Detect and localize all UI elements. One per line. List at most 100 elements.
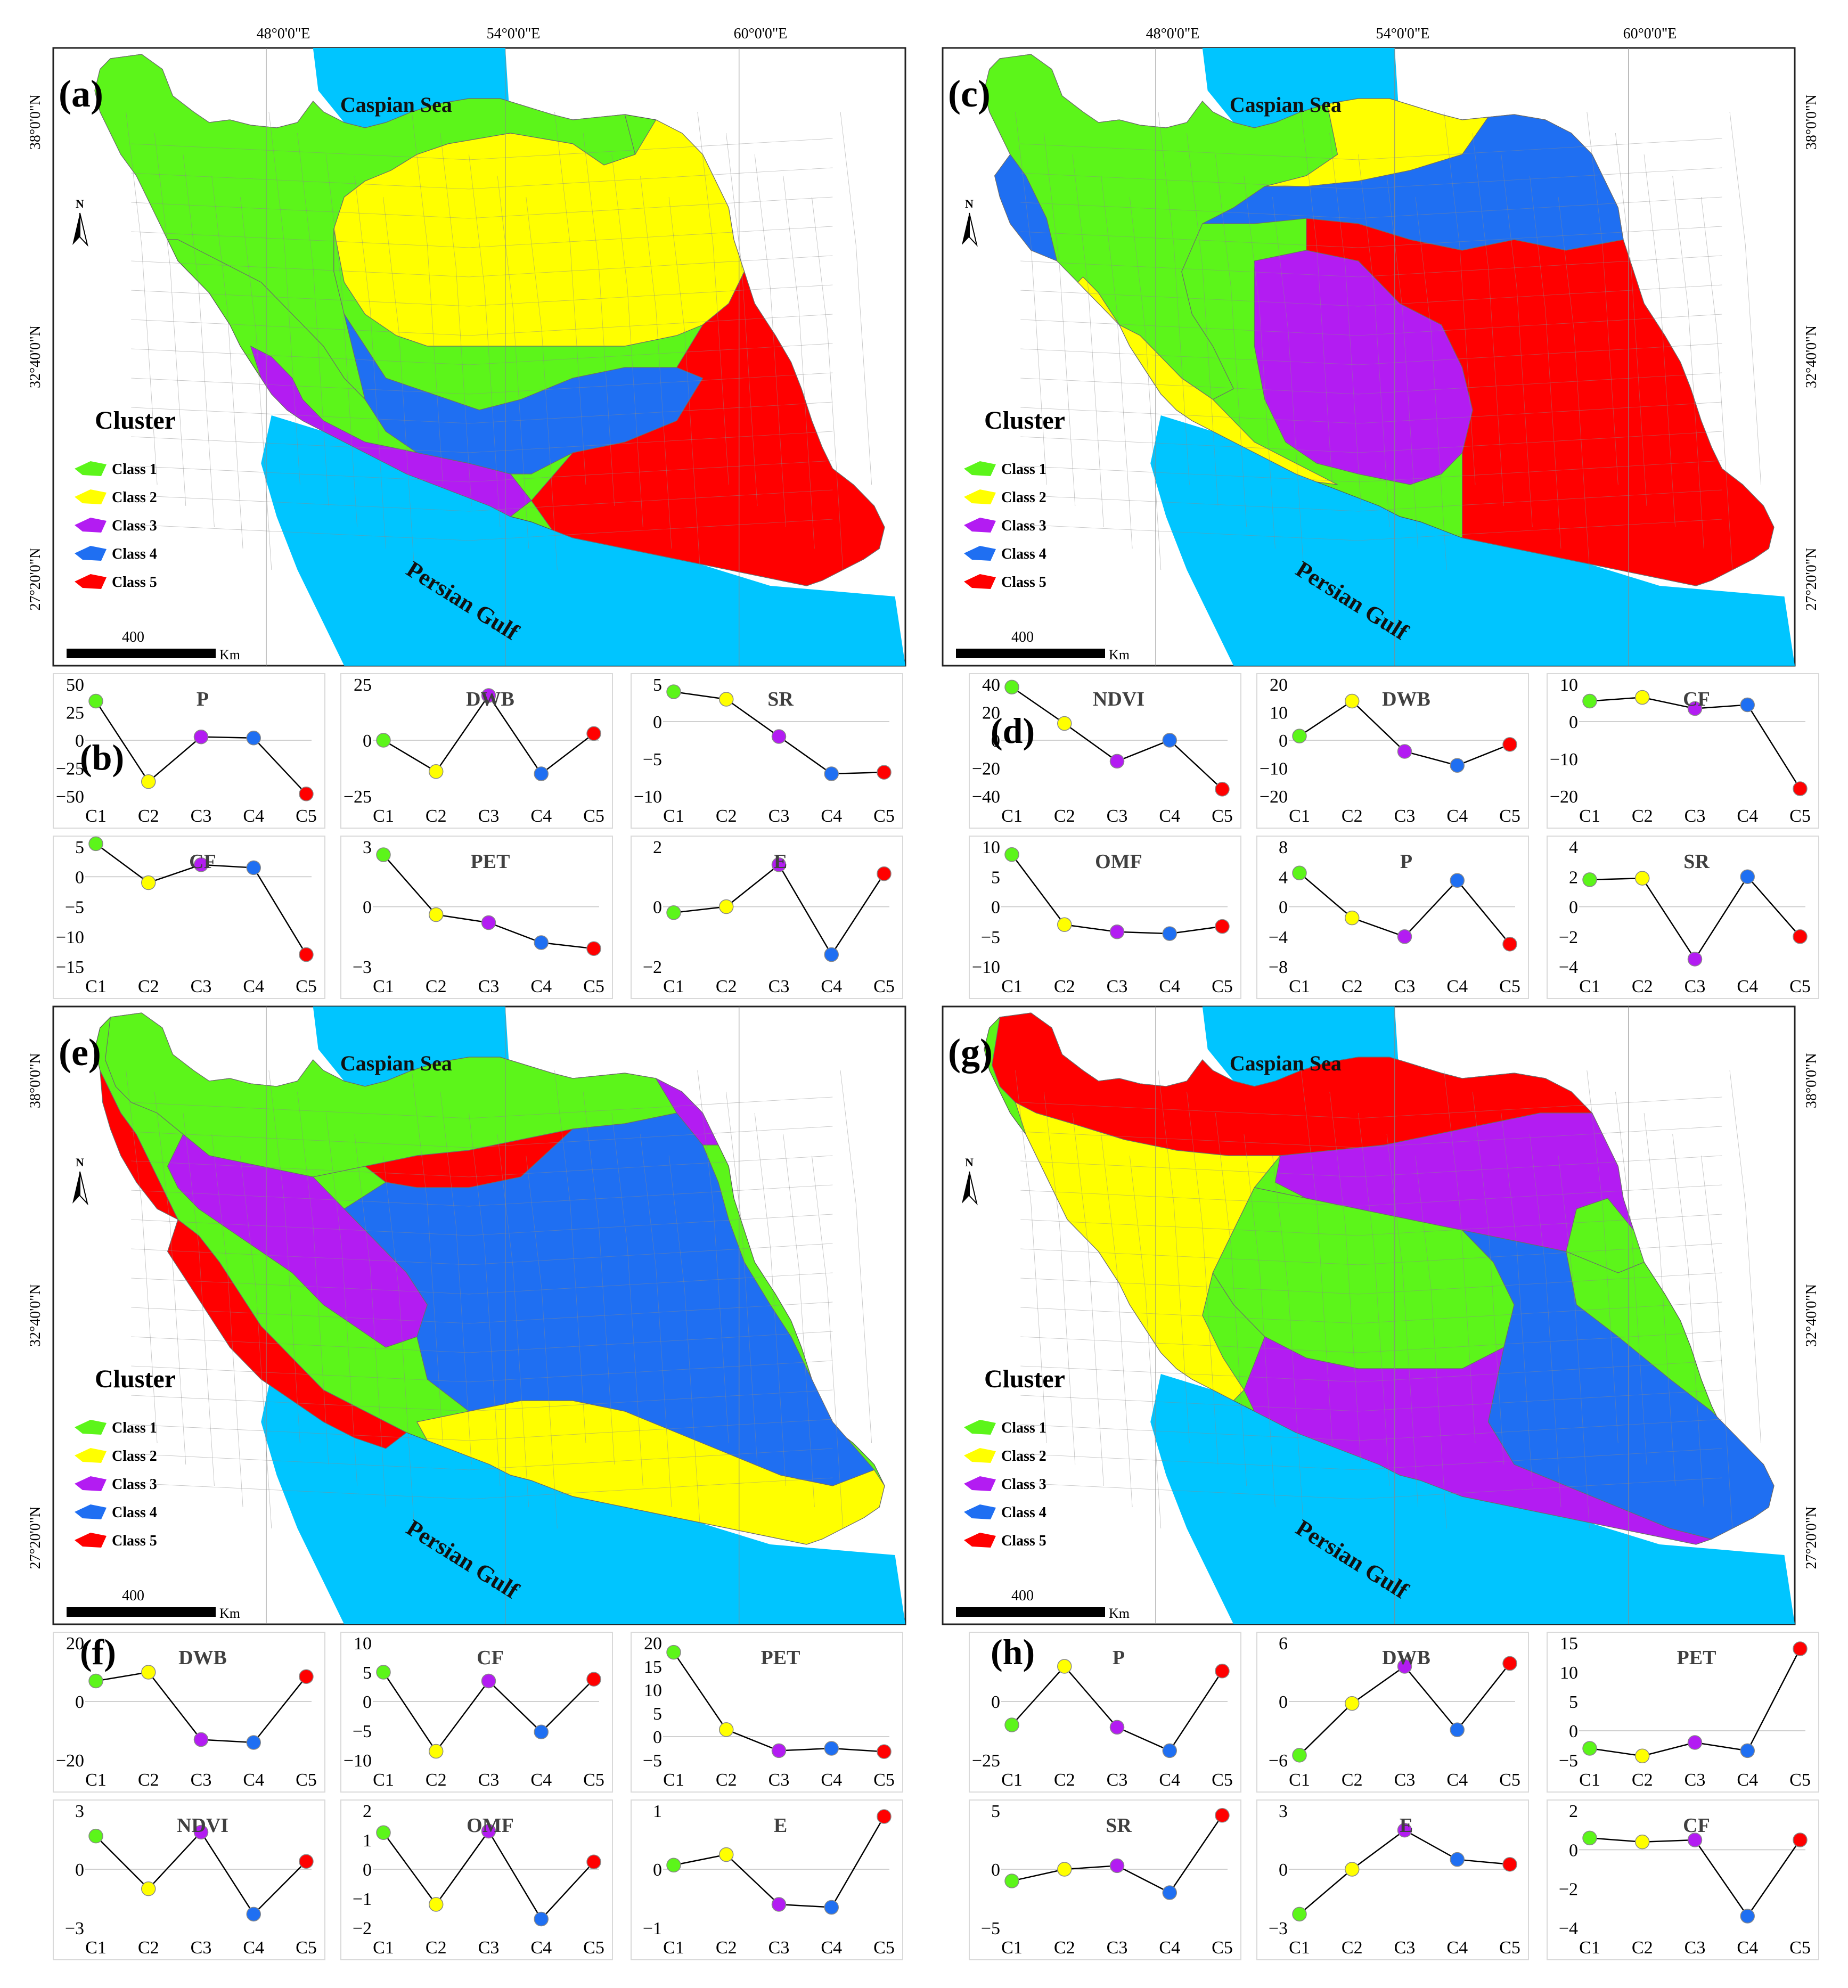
scale-value: 400	[122, 1588, 144, 1604]
x-tick-label: C1	[1001, 806, 1023, 826]
mini-chart-pet: 20 15 10 5 0 −5C1 C2 C3 C4 C5 PET	[631, 1632, 903, 1793]
y-tick-label: −10	[56, 928, 84, 947]
data-point	[1502, 737, 1517, 752]
north-arrow-icon	[962, 1172, 969, 1204]
chart-frame	[1256, 1799, 1529, 1960]
data-point	[534, 766, 549, 781]
y-tick-label: 0	[1569, 898, 1578, 918]
data-point	[824, 1900, 839, 1915]
legend-swatch	[75, 1448, 107, 1463]
district-line	[131, 1477, 833, 1500]
caspian-sea-label: Caspian Sea	[340, 1051, 452, 1075]
north-arrow-icon	[969, 1171, 978, 1206]
data-point	[1450, 758, 1465, 773]
district-line	[1072, 1112, 1104, 1486]
chart-frame	[340, 673, 613, 829]
y-tick-label: 0	[653, 1728, 662, 1747]
data-point	[1345, 1696, 1360, 1711]
data-point	[376, 733, 391, 748]
mini-chart-pet: 3 0 −3C1 C2 C3 C4 C5 PET	[340, 836, 613, 999]
longitude-label: 54°0'0"E	[487, 26, 541, 42]
data-point	[299, 1669, 314, 1684]
y-tick-label: 0	[363, 1692, 372, 1712]
district-line	[211, 175, 243, 549]
district-line	[754, 154, 786, 528]
chart-frame	[1547, 836, 1819, 999]
map-content	[94, 48, 905, 666]
y-tick-label: 0	[991, 1692, 1000, 1712]
data-point	[1292, 865, 1307, 880]
x-tick-label: C1	[373, 977, 394, 996]
data-point	[1635, 1834, 1650, 1850]
map-content	[984, 48, 1795, 666]
district-line	[554, 111, 586, 485]
y-tick-label: 8	[1279, 838, 1288, 857]
district-line	[131, 138, 833, 160]
longitude-label: 60°0'0"E	[1623, 26, 1677, 42]
data-point	[534, 935, 549, 950]
data-point	[1582, 1741, 1597, 1756]
x-tick-label: C3	[1394, 1938, 1416, 1958]
district-line	[131, 167, 833, 190]
district-line	[411, 1070, 444, 1444]
data-point	[1502, 1656, 1517, 1671]
y-tick-label: −20	[1550, 787, 1578, 807]
chart-frame	[969, 673, 1241, 829]
data-point	[299, 787, 314, 801]
district-line	[1158, 111, 1190, 485]
data-point	[1004, 847, 1019, 862]
district-line	[1020, 1184, 1722, 1207]
y-tick-label: −25	[344, 787, 372, 807]
district-line	[1672, 1134, 1704, 1508]
y-tick-label: 0	[653, 1860, 662, 1880]
district-lines	[1015, 1070, 1761, 1529]
y-tick-label: 0	[75, 868, 84, 887]
data-point	[1397, 929, 1412, 944]
legend-label: Class 5	[1001, 574, 1046, 591]
caspian-sea-label: Caspian Sea	[1230, 93, 1342, 117]
data-point	[1582, 1830, 1597, 1846]
district-line	[1558, 1155, 1590, 1529]
y-tick-label: 0	[363, 898, 372, 918]
district-line	[1358, 154, 1390, 528]
district-line	[154, 1091, 186, 1465]
y-tick-label: −10	[1260, 759, 1288, 779]
x-tick-label: C1	[1001, 977, 1023, 996]
data-point	[771, 1897, 787, 1912]
class-region	[1015, 1101, 1281, 1401]
district-lines	[1015, 111, 1761, 570]
x-tick-label: C5	[1212, 806, 1233, 826]
x-tick-label: C1	[373, 1938, 394, 1958]
data-point	[141, 1881, 156, 1896]
district-line	[1643, 1112, 1675, 1486]
scale-unit: Km	[219, 647, 240, 662]
x-tick-label: C4	[821, 1770, 842, 1790]
data-point	[1109, 1720, 1125, 1735]
data-point	[877, 1744, 892, 1759]
y-tick-label: −25	[972, 1751, 1000, 1771]
class-region	[100, 1070, 179, 1221]
data-point	[1582, 693, 1597, 709]
x-tick-label: C3	[478, 977, 500, 996]
x-tick-label: C5	[583, 977, 604, 996]
y-tick-label: −40	[972, 787, 1000, 807]
district-line	[354, 175, 386, 549]
y-tick-label: −25	[56, 759, 84, 779]
x-tick-label: C1	[663, 1770, 684, 1790]
legend-label: Class 4	[1001, 1504, 1046, 1521]
legend-swatch	[964, 546, 996, 561]
district-line	[1530, 175, 1561, 549]
x-tick-label: C1	[1289, 806, 1310, 826]
y-tick-label: 0	[1569, 713, 1578, 732]
y-tick-label: −20	[1260, 787, 1288, 807]
data-point	[534, 1911, 549, 1927]
district-line	[1386, 1134, 1419, 1508]
y-tick-label: 0	[991, 1860, 1000, 1880]
north-arrow-label: N	[76, 197, 84, 210]
legend-swatch	[964, 461, 996, 476]
data-point	[481, 1823, 496, 1839]
x-tick-label: C1	[1579, 1938, 1600, 1958]
